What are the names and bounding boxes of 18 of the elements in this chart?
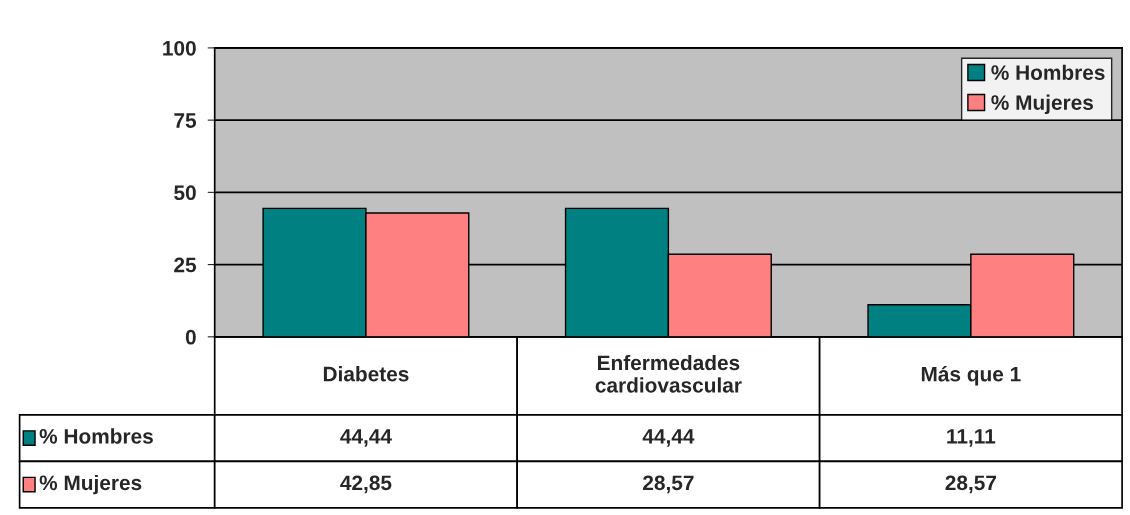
- y-tick-label: 100: [163, 40, 196, 56]
- legend-label: % Mujeres: [991, 94, 1093, 115]
- data-label: 28,57: [945, 475, 997, 494]
- x-tick-label: Enfermedades cardiovascular: [595, 354, 742, 393]
- data-label: 28,57: [643, 475, 694, 494]
- text: % Mujeres: [39, 474, 142, 495]
- data-label: 11,11: [947, 429, 996, 447]
- x-tick-label: Diabetes: [323, 366, 409, 382]
- y-tick-label: 50: [174, 185, 196, 201]
- text: % Hombres: [39, 428, 153, 444]
- y-tick-label: 75: [174, 113, 197, 128]
- data-label: 44,44: [642, 429, 695, 447]
- y-tick-label: 0: [185, 329, 196, 345]
- legend-label: % Hombres: [991, 64, 1105, 80]
- y-tick-label: 25: [174, 257, 197, 273]
- data-label: 42,85: [340, 475, 392, 494]
- x-tick-label: Más que 1: [921, 366, 1021, 386]
- data-label: 44,44: [340, 429, 392, 447]
